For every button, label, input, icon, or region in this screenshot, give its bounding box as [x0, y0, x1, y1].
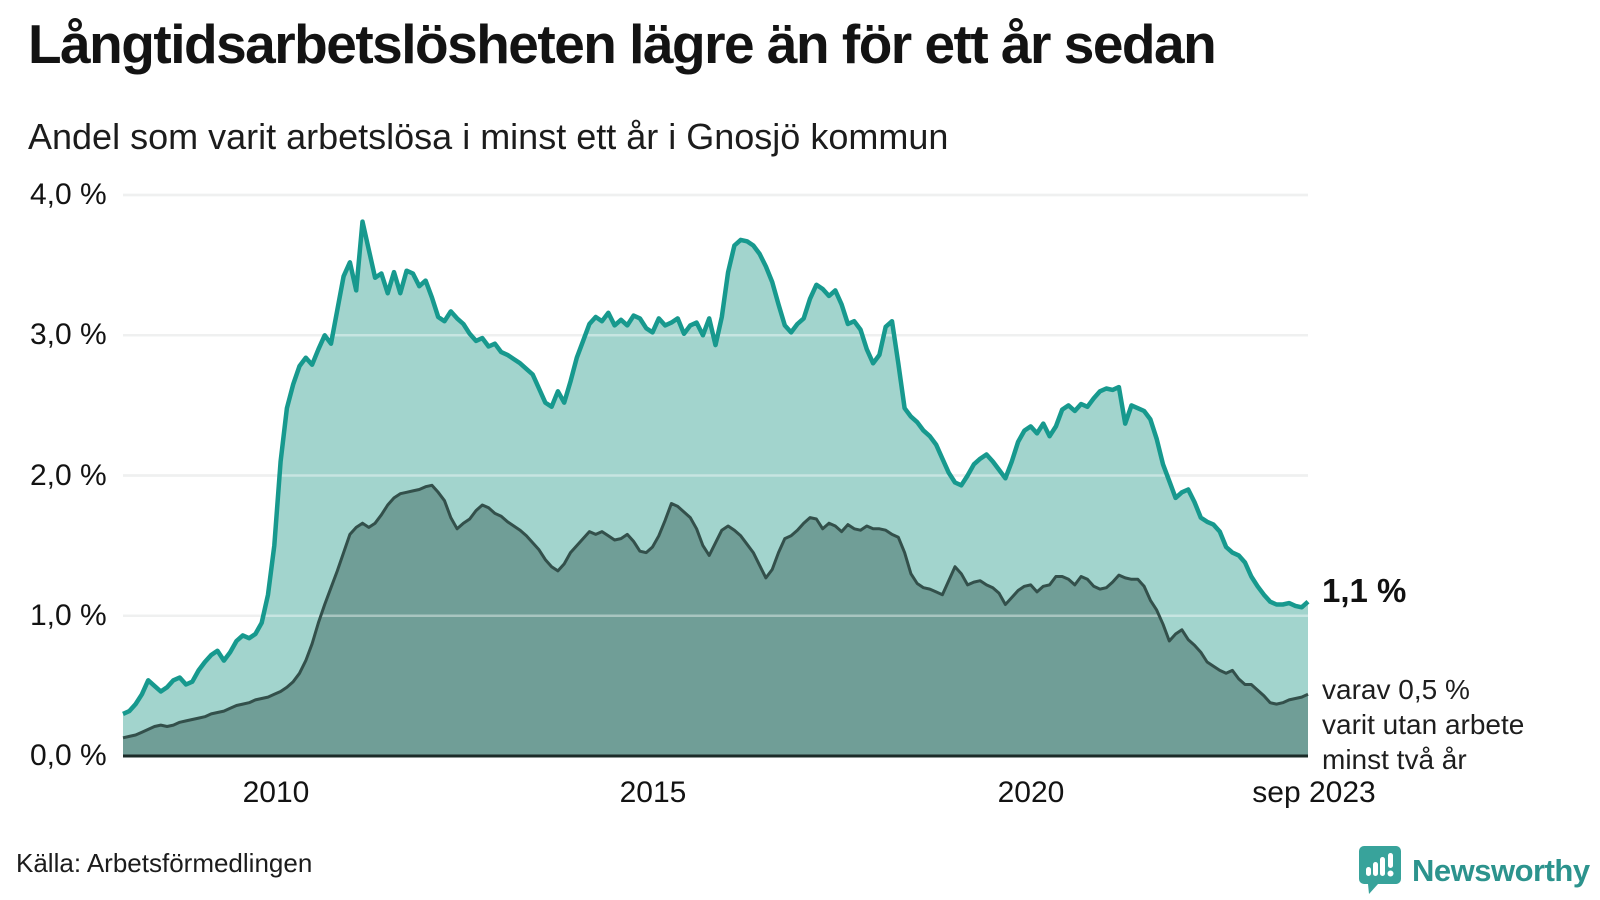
logo-wordmark: Newsworthy: [1412, 853, 1590, 888]
end-subset-label-line3: minst två år: [1322, 744, 1467, 775]
series-subset-line: [122, 483, 1309, 740]
y-axis-label-0: 0,0 %: [30, 739, 107, 772]
x-axis-label-sep-2023: sep 2023: [1252, 776, 1376, 809]
page-title: Långtidsarbetslösheten lägre än för ett …: [28, 13, 1217, 75]
end-value-label: 1,1 %: [1322, 572, 1407, 609]
y-axis-label-1: 1,0 %: [30, 599, 107, 632]
end-subset-label-line2: varit utan arbete: [1322, 709, 1525, 740]
series-total-line: [122, 219, 1310, 716]
source-note: Källa: Arbetsförmedlingen: [16, 848, 313, 878]
x-axis-label-2010: 2010: [242, 776, 310, 809]
y-axis-label-4: 4,0 %: [30, 178, 107, 211]
newsworthy-logo: Newsworthy: [1358, 845, 1590, 897]
page-subtitle: Andel som varit arbetslösa i minst ett å…: [28, 116, 949, 157]
end-subset-label: varav 0,5 % varit utan arbete minst två …: [1322, 672, 1524, 777]
speech-bubble-chart-icon: [1359, 846, 1401, 894]
y-axis-label-3: 3,0 %: [30, 318, 107, 351]
y-axis-label-2: 2,0 %: [30, 459, 107, 492]
x-axis-label-2020: 2020: [997, 776, 1065, 809]
x-axis-label-2015: 2015: [619, 776, 687, 809]
series-subset-area: [123, 485, 1308, 756]
end-subset-label-line1: varav 0,5 %: [1322, 674, 1470, 705]
